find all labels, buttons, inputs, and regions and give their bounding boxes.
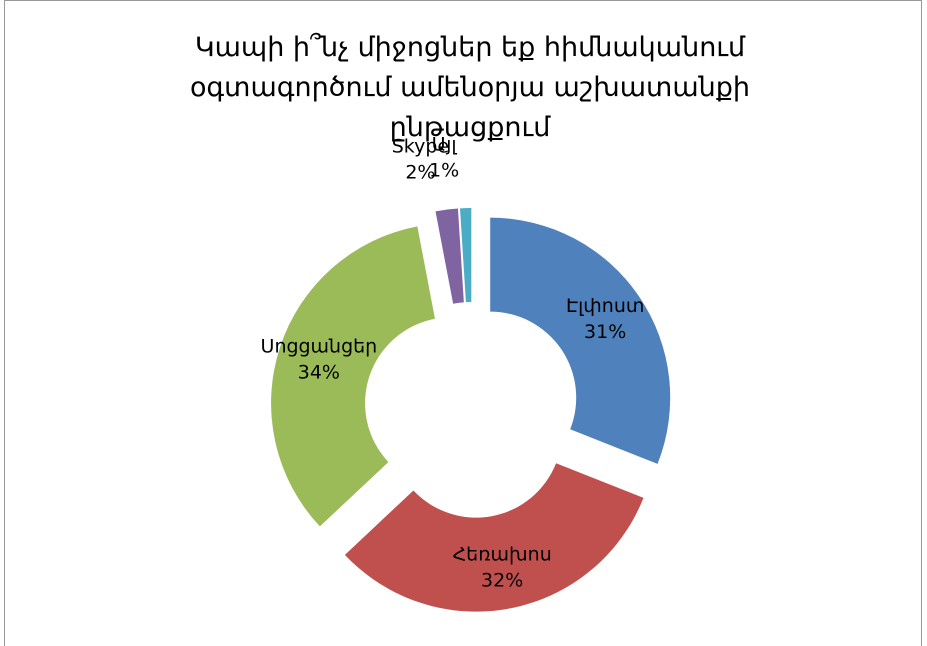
- slice-label: Էլփոստ: [566, 295, 644, 317]
- chart-border: [4, 0, 922, 646]
- slice-value-label: 31%: [584, 321, 626, 343]
- slice-value-label: 34%: [298, 362, 340, 384]
- slice-value-label: 2%: [405, 161, 435, 183]
- donut-slice: [490, 217, 671, 464]
- donut-slice: [460, 208, 472, 303]
- slice-label: Հեռախոս: [453, 544, 552, 566]
- slice-label: Սոցցանցեր: [261, 336, 378, 358]
- slice-label: Skype: [392, 135, 449, 157]
- slice-value-label: 1%: [429, 160, 459, 182]
- donut-slice: [435, 208, 464, 304]
- donut-slice: [344, 463, 644, 612]
- slice-value-label: 32%: [481, 570, 523, 592]
- slice-label: Այլ: [432, 134, 458, 156]
- donut-slice: [271, 226, 435, 527]
- chart-title: Կապի ի՞նչ միջոցներ եք հիմնականում օգտագո…: [189, 32, 751, 143]
